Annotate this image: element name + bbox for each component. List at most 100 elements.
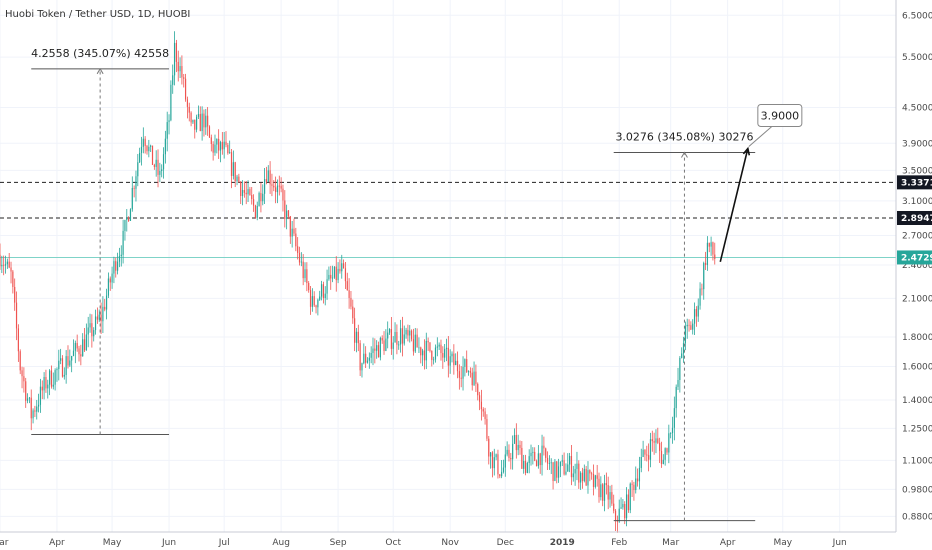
candle-body — [6, 261, 8, 265]
candle-body — [355, 331, 358, 343]
candle-body — [175, 42, 177, 62]
candle-body — [85, 334, 87, 351]
candle-body — [229, 152, 231, 154]
candle-body — [506, 449, 508, 455]
candle-body — [276, 185, 279, 193]
candle-body — [484, 411, 486, 420]
candle-body — [603, 483, 606, 501]
candle-body — [609, 492, 611, 500]
candle-body — [273, 185, 275, 188]
current-price-label-bg — [897, 250, 932, 265]
measure-label: 3.0276 (345.08%) 30276 — [615, 130, 753, 143]
candle-body — [425, 340, 427, 361]
candle-body — [47, 384, 49, 389]
candle-body — [93, 330, 95, 337]
candle-body — [708, 242, 710, 247]
horizontal-line-price-label: 3.3371 — [901, 178, 932, 188]
candle-body — [4, 264, 7, 266]
x-tick-label: 2019 — [550, 538, 575, 548]
candle-body — [177, 61, 179, 72]
candle-body — [613, 503, 615, 511]
candle-body — [668, 433, 670, 453]
y-tick-label: 4.5000 — [902, 103, 932, 113]
candle-body — [567, 464, 569, 472]
candle-body — [346, 281, 348, 291]
candle-body — [23, 376, 25, 382]
candle-body — [583, 468, 585, 481]
candle-body — [298, 252, 301, 263]
candle-body — [638, 467, 641, 482]
candle-body — [67, 356, 69, 366]
candle-body — [600, 484, 602, 498]
candle-body — [545, 448, 547, 458]
candle-body — [173, 42, 176, 76]
candle-body — [546, 457, 549, 464]
candle-body — [25, 381, 27, 401]
candle-body — [519, 444, 521, 448]
candle-body — [383, 340, 385, 351]
target-callout-box[interactable] — [757, 103, 803, 127]
grid — [0, 0, 896, 532]
candle-body — [302, 261, 304, 279]
candle-body — [60, 358, 62, 361]
candle-body — [258, 193, 260, 206]
target-arrow[interactable] — [719, 148, 749, 263]
candle-body — [269, 170, 271, 185]
y-tick-label: 5.5000 — [902, 53, 932, 63]
horizontal-line-price-label-bg — [897, 210, 932, 225]
candle-body — [320, 284, 323, 297]
candle-body — [94, 316, 97, 331]
time-axis[interactable]: Mar Apr May Jun Jul Aug Sep Oct Nov Dec 2019 Feb Mar… — [0, 538, 847, 548]
candle-body — [197, 114, 200, 117]
candle-body — [96, 316, 98, 320]
y-tick-label: 2.7000 — [902, 231, 932, 241]
target-projection: 3.9000 — [719, 103, 803, 263]
candle-body — [199, 114, 201, 132]
candle-body — [365, 353, 367, 363]
candle-body — [172, 75, 174, 85]
candle-body — [15, 302, 18, 329]
candle-body — [622, 504, 624, 508]
candle-body — [34, 410, 36, 412]
candle-body — [438, 344, 440, 347]
candle-body — [335, 266, 337, 281]
candle-body — [594, 475, 596, 487]
candle-body — [528, 456, 530, 463]
candle-body — [80, 354, 82, 357]
candle-body — [679, 357, 681, 381]
candle-body — [271, 184, 273, 186]
candle-body — [548, 463, 550, 464]
x-tick-label: May — [773, 538, 792, 548]
candle-body — [131, 187, 133, 210]
candle-body — [219, 142, 222, 151]
candle-body — [54, 370, 56, 385]
candle-body — [368, 357, 370, 361]
candle-body — [501, 471, 503, 477]
candle-body — [714, 254, 716, 260]
y-tick-label: 2.4000 — [902, 261, 932, 271]
candle-body — [354, 318, 356, 343]
candle-body — [289, 216, 291, 237]
candle-body — [118, 255, 121, 262]
candle-body — [254, 205, 257, 218]
candle-body — [8, 261, 10, 268]
candle-body — [495, 454, 497, 458]
candle-body — [41, 386, 43, 391]
candle-body — [703, 263, 705, 290]
candle-body — [128, 217, 130, 221]
candle-body — [72, 350, 75, 356]
y-tick-label: 3.1000 — [902, 197, 932, 207]
candle-body — [56, 369, 58, 371]
x-tick-label: Sep — [330, 538, 347, 548]
candle-body — [161, 169, 163, 171]
candle-body — [429, 342, 431, 351]
candle-body — [633, 484, 635, 491]
candle-body — [537, 453, 539, 467]
price-axis[interactable]: 6.5000 5.5000 4.5000 3.9000 3.5000 3.1000 2.70… — [902, 11, 932, 522]
candle-body — [100, 314, 102, 322]
candle-body — [412, 339, 415, 352]
candle-body — [61, 358, 64, 377]
candle-body — [515, 435, 517, 451]
x-tick-label: Oct — [385, 538, 401, 548]
